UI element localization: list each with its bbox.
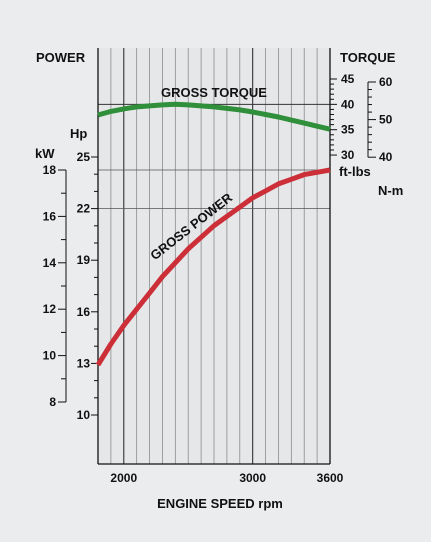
series-layer (95, 101, 331, 367)
nm-tick-label: 60 (379, 75, 393, 89)
gross-torque-label: GROSS TORQUE (161, 85, 267, 100)
x-tick-label: 3000 (239, 471, 266, 485)
x-tick-label: 3600 (317, 471, 344, 485)
nm-unit-label: N-m (378, 183, 403, 198)
hp-tick-label: 16 (77, 305, 91, 319)
ftlbs-unit-label: ft-lbs (339, 164, 371, 179)
kw-unit-label: kW (35, 146, 55, 161)
kw-tick-label: 18 (43, 163, 57, 177)
hp-tick-label: 19 (77, 253, 91, 267)
kw-tick-label: 8 (49, 395, 56, 409)
power-axis-heading: POWER (36, 50, 86, 65)
gross-power-line (95, 167, 331, 367)
axis-layer: 2000 3000 3600 18 16 14 12 10 8 25 22 19 16 13 10 45 40 3… (43, 48, 393, 485)
hp-tick-label: 22 (77, 202, 91, 216)
grid-layer (98, 48, 330, 464)
kw-tick-label: 12 (43, 302, 57, 316)
hp-tick-label: 13 (77, 356, 91, 370)
gross-torque-line (97, 101, 331, 132)
nm-tick-label: 40 (379, 150, 393, 164)
kw-tick-label: 16 (43, 209, 57, 223)
hp-tick-label: 10 (77, 408, 91, 422)
ftlbs-tick-label: 30 (341, 148, 355, 162)
kw-tick-label: 10 (43, 349, 57, 363)
x-tick-label: 2000 (110, 471, 137, 485)
ftlbs-tick-label: 40 (341, 97, 355, 111)
torque-axis-heading: TORQUE (340, 50, 396, 65)
kw-tick-label: 14 (43, 256, 57, 270)
nm-tick-label: 50 (379, 113, 393, 127)
x-axis-title: ENGINE SPEED rpm (157, 496, 283, 511)
hp-tick-label: 25 (77, 150, 91, 164)
ftlbs-tick-label: 45 (341, 72, 355, 86)
ftlbs-tick-label: 35 (341, 123, 355, 137)
hp-unit-label: Hp (70, 126, 87, 141)
